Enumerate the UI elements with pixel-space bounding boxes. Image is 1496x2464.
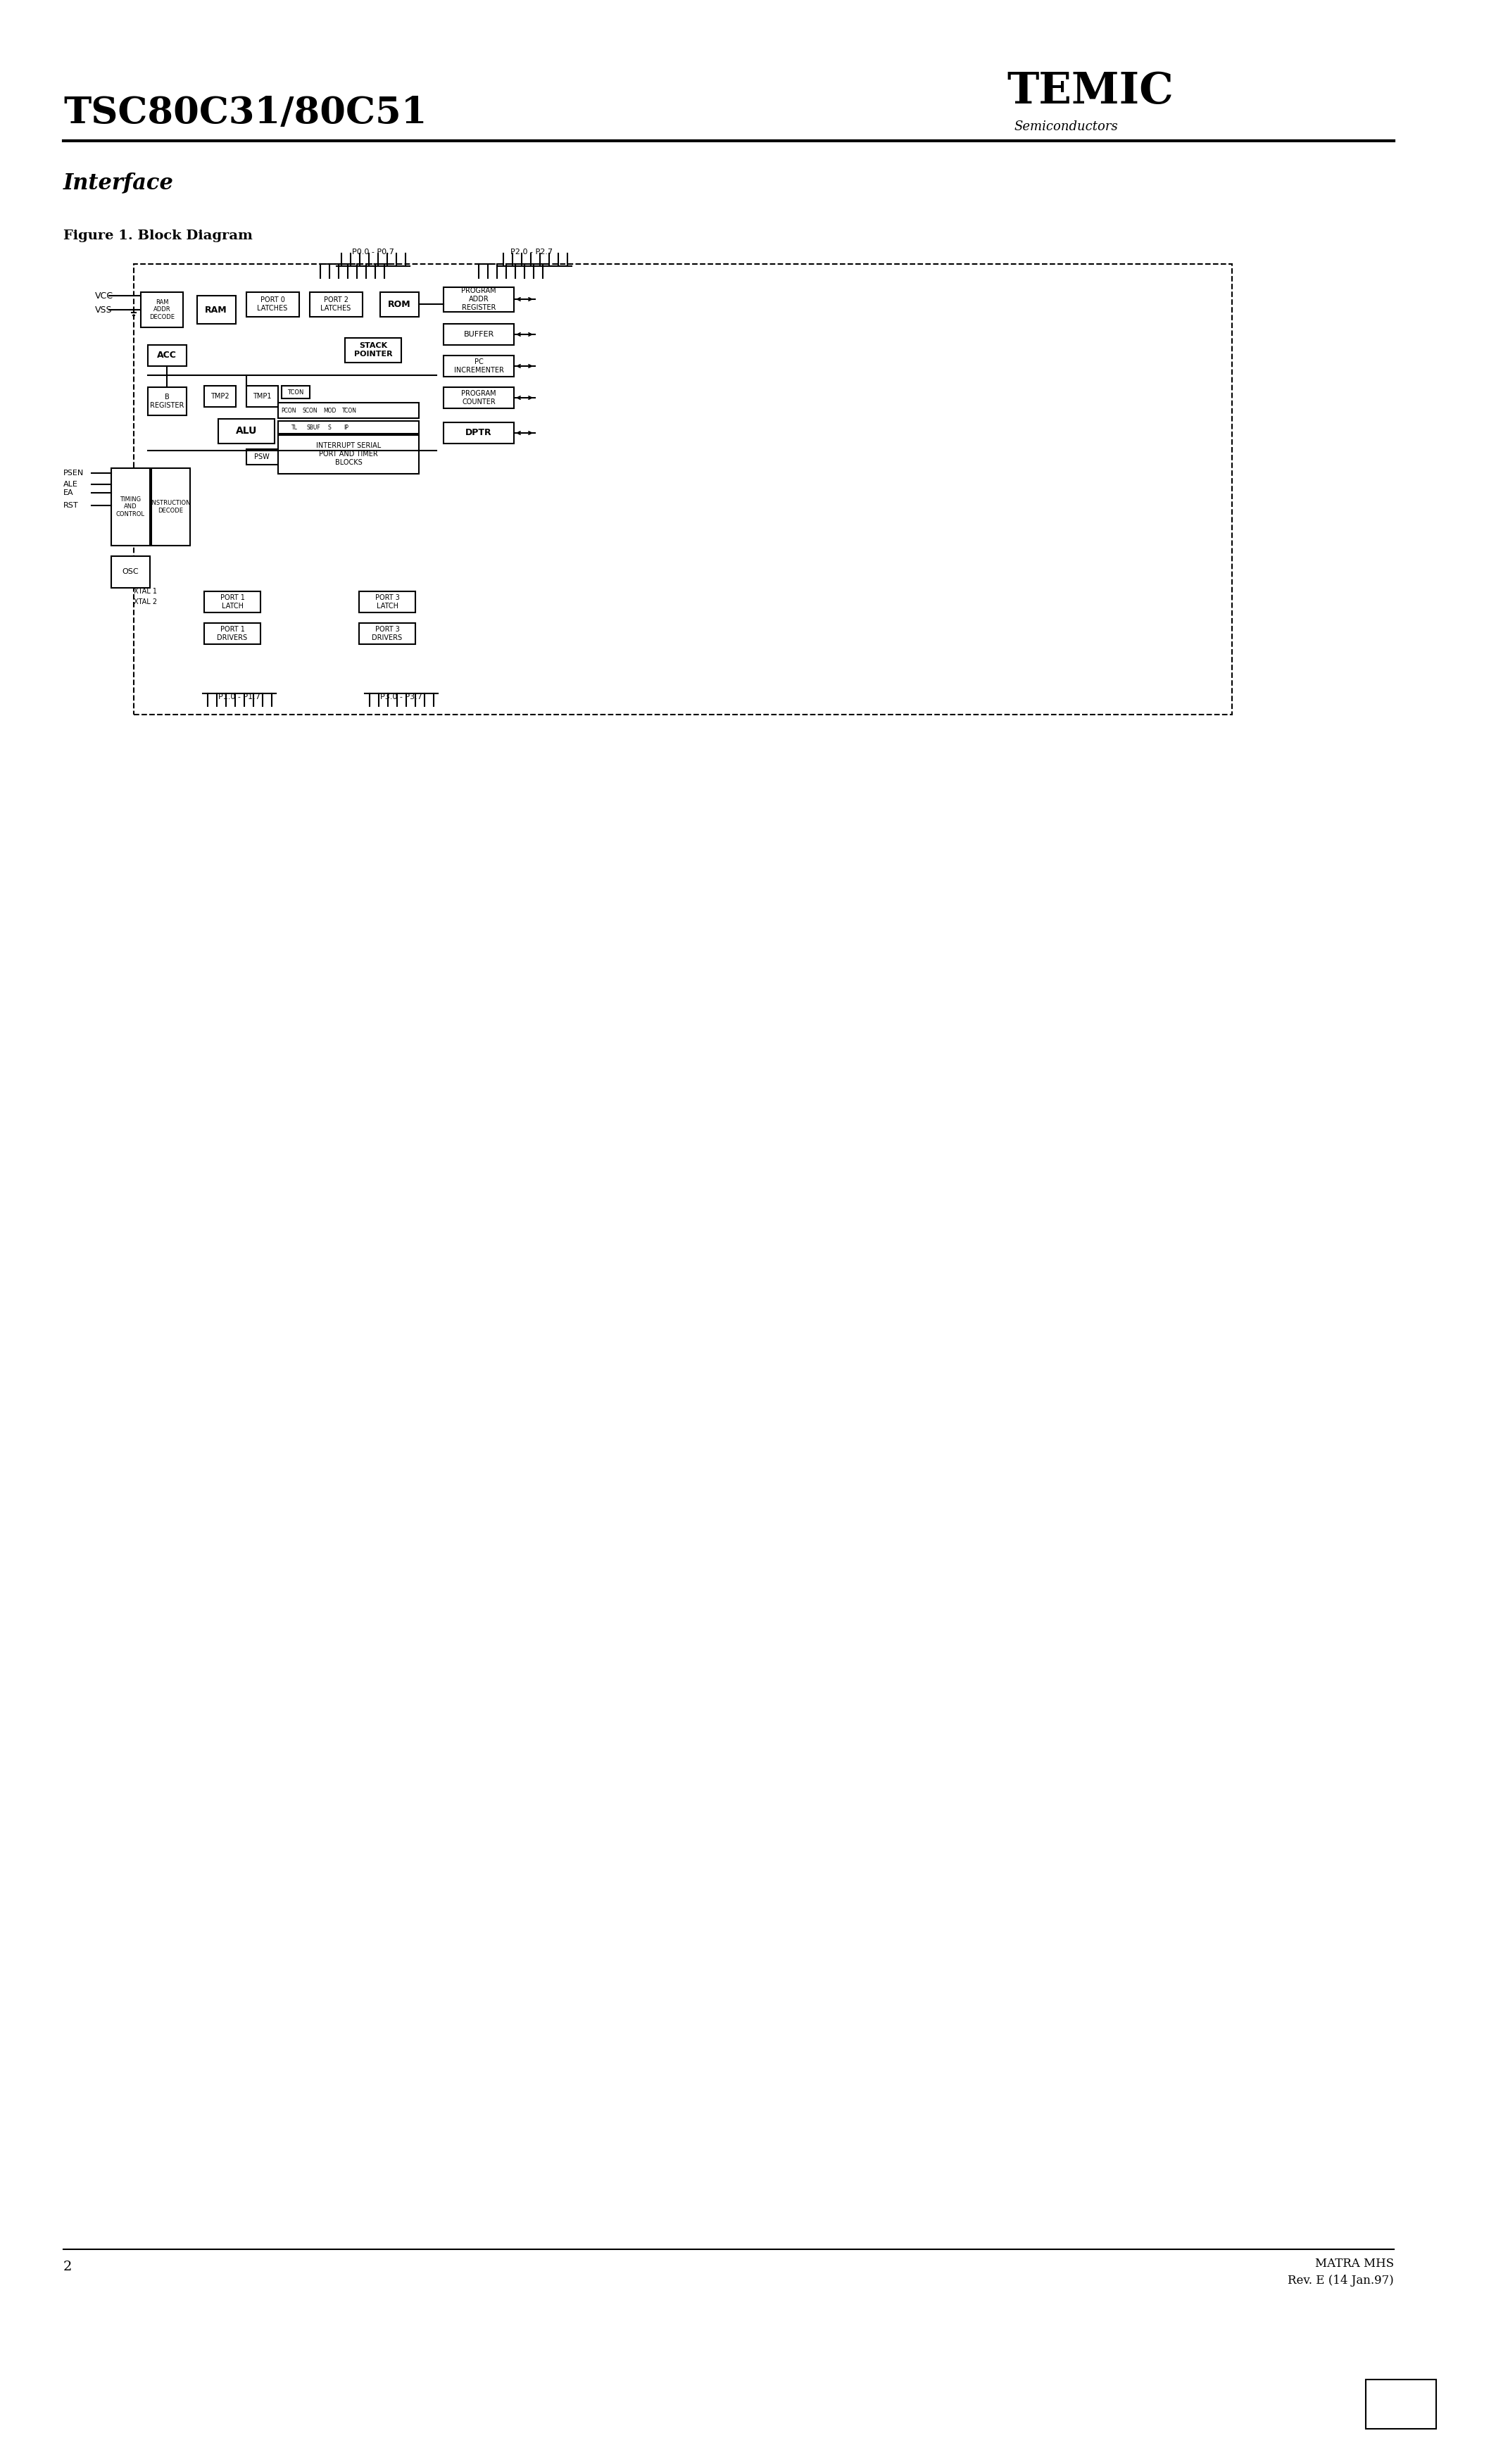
Text: Semiconductors: Semiconductors xyxy=(1014,121,1118,133)
Text: DPTR: DPTR xyxy=(465,429,492,439)
Text: INSTRUCTION
DECODE: INSTRUCTION DECODE xyxy=(150,500,190,513)
Bar xyxy=(359,591,416,614)
Bar xyxy=(148,345,187,367)
Text: P1.0 - P1.7: P1.0 - P1.7 xyxy=(218,692,260,700)
Text: PORT 2
LATCHES: PORT 2 LATCHES xyxy=(320,296,352,313)
Text: XTAL 2: XTAL 2 xyxy=(133,599,157,606)
Text: TSC80C31/80C51: TSC80C31/80C51 xyxy=(63,94,426,131)
Text: OSC: OSC xyxy=(123,569,139,574)
Text: PC
INCREMENTER: PC INCREMENTER xyxy=(453,357,504,375)
Text: PORT 1
LATCH: PORT 1 LATCH xyxy=(220,594,245,609)
Text: PROGRAM
ADDR
REGISTER: PROGRAM ADDR REGISTER xyxy=(461,288,497,310)
Bar xyxy=(443,288,515,313)
Text: SBUF: SBUF xyxy=(307,424,320,431)
Text: RST: RST xyxy=(63,503,79,510)
Text: PSEN: PSEN xyxy=(63,471,84,476)
Bar xyxy=(133,264,1233,715)
Text: MATRA MHS: MATRA MHS xyxy=(1315,2257,1394,2269)
Text: PORT 0
LATCHES: PORT 0 LATCHES xyxy=(257,296,287,313)
Text: TIMING
AND
CONTROL: TIMING AND CONTROL xyxy=(115,495,145,517)
Text: ACC: ACC xyxy=(157,350,177,360)
Bar xyxy=(278,402,419,419)
Bar xyxy=(443,387,515,409)
Text: BUFFER: BUFFER xyxy=(464,330,494,338)
Bar xyxy=(443,323,515,345)
Text: VCC: VCC xyxy=(96,291,114,301)
Text: Rev. E (14 Jan.97): Rev. E (14 Jan.97) xyxy=(1288,2274,1394,2287)
Bar xyxy=(111,557,150,589)
Text: PORT 3
LATCH: PORT 3 LATCH xyxy=(375,594,399,609)
Text: XTAL 1: XTAL 1 xyxy=(133,589,157,594)
Text: STACK
POINTER: STACK POINTER xyxy=(355,342,392,357)
Bar xyxy=(203,623,260,643)
Text: TCON: TCON xyxy=(341,407,356,414)
Bar xyxy=(346,338,401,362)
Bar xyxy=(197,296,236,323)
Text: P3.0 - P3.7: P3.0 - P3.7 xyxy=(380,692,422,700)
Bar xyxy=(247,387,278,407)
Bar xyxy=(281,387,310,399)
Bar xyxy=(278,436,419,473)
Text: PROGRAM
COUNTER: PROGRAM COUNTER xyxy=(461,389,497,407)
Bar xyxy=(278,421,419,434)
Text: B
REGISTER: B REGISTER xyxy=(150,394,184,409)
Bar xyxy=(247,448,278,466)
Bar xyxy=(218,419,275,444)
Bar xyxy=(148,387,187,416)
Text: VSS: VSS xyxy=(96,306,112,315)
Text: EA: EA xyxy=(63,490,73,495)
Text: PORT 1
DRIVERS: PORT 1 DRIVERS xyxy=(217,626,247,641)
Text: PSW: PSW xyxy=(254,453,269,461)
Bar xyxy=(111,468,150,545)
Text: RAM
ADDR
DECODE: RAM ADDR DECODE xyxy=(150,298,175,320)
Text: Figure 1. Block Diagram: Figure 1. Block Diagram xyxy=(63,229,253,241)
Bar xyxy=(359,623,416,643)
Bar xyxy=(443,421,515,444)
Text: P2.0 - P2.7: P2.0 - P2.7 xyxy=(510,249,552,256)
Text: PORT 3
DRIVERS: PORT 3 DRIVERS xyxy=(373,626,402,641)
Bar xyxy=(151,468,190,545)
Text: ROM: ROM xyxy=(387,301,411,308)
Text: ALU: ALU xyxy=(236,426,257,436)
Bar xyxy=(203,387,236,407)
Text: IP: IP xyxy=(344,424,349,431)
Text: TEMIC: TEMIC xyxy=(1007,71,1173,113)
Bar xyxy=(443,355,515,377)
Text: TMP1: TMP1 xyxy=(253,392,271,399)
Text: TMP2: TMP2 xyxy=(211,392,229,399)
Text: P0.0 - P0.7: P0.0 - P0.7 xyxy=(352,249,395,256)
Bar xyxy=(1366,2380,1436,2430)
Text: S: S xyxy=(328,424,331,431)
Bar xyxy=(247,293,299,318)
Text: TCON: TCON xyxy=(287,389,304,394)
Bar xyxy=(380,293,419,318)
Bar xyxy=(141,293,183,328)
Text: ALE: ALE xyxy=(63,480,78,488)
Text: RAM: RAM xyxy=(205,306,227,315)
Text: INTERRUPT SERIAL
PORT AND TIMER
BLOCKS: INTERRUPT SERIAL PORT AND TIMER BLOCKS xyxy=(316,444,381,466)
Text: Interface: Interface xyxy=(63,172,174,195)
Bar xyxy=(310,293,362,318)
Text: MOD: MOD xyxy=(323,407,337,414)
Text: 2: 2 xyxy=(63,2259,72,2274)
Text: PCON: PCON xyxy=(281,407,296,414)
Text: TL: TL xyxy=(292,424,298,431)
Text: SCON: SCON xyxy=(302,407,317,414)
Bar xyxy=(203,591,260,614)
